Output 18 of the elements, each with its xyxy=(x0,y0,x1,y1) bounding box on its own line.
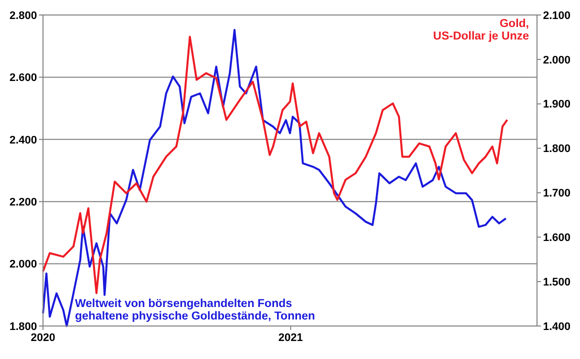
x-tick-label: 2021 xyxy=(278,332,303,344)
series-label: Weltweit von börsengehandelten Fonds gehaltene physische Goldbestände, Tonnen xyxy=(75,298,316,322)
y2-tick-label: 2.100 xyxy=(543,10,571,22)
y2-tick-label: 1.500 xyxy=(543,276,571,288)
text: Gold, US-Dollar je Unze xyxy=(433,18,529,42)
y-tick-label: 2.800 xyxy=(9,10,37,22)
y-tick-label: 2.200 xyxy=(9,196,37,208)
y2-tick-label: 1.700 xyxy=(543,188,571,200)
y2-tick-label: 1.600 xyxy=(543,232,571,244)
y-tick-label: 2.400 xyxy=(9,134,37,146)
y2-tick-label: 1.900 xyxy=(543,98,571,111)
y-tick-label: 1.800 xyxy=(9,320,37,333)
y2-tick-label: 2.000 xyxy=(543,54,571,66)
y2-tick-label: 1.400 xyxy=(543,320,571,333)
y-tick-label: 2.600 xyxy=(9,72,37,84)
x-tick-label: 2020 xyxy=(30,332,56,344)
y2-tick-label: 1.800 xyxy=(543,143,571,156)
y-tick-label: 2.000 xyxy=(9,258,37,271)
